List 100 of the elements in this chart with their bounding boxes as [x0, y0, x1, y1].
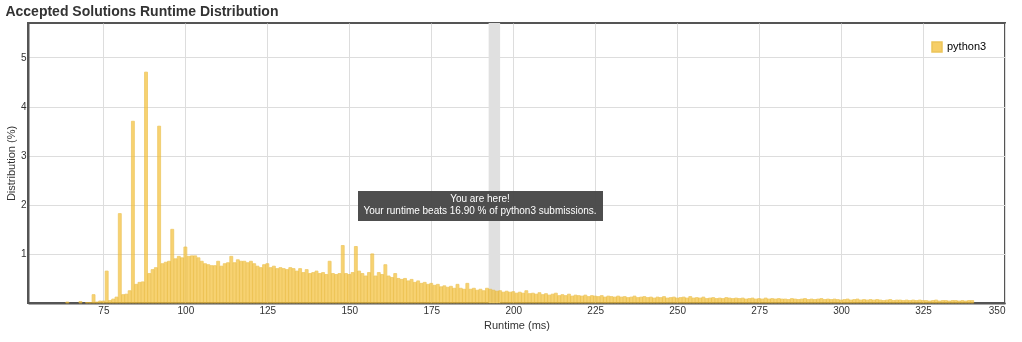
bar — [858, 299, 863, 304]
bar — [967, 300, 971, 304]
bar — [111, 298, 116, 304]
bar — [829, 299, 834, 304]
bar — [117, 213, 122, 304]
bar — [465, 282, 470, 304]
bar — [570, 295, 575, 304]
bar — [901, 300, 906, 304]
bar — [599, 295, 604, 304]
bar — [727, 297, 732, 304]
bar — [547, 294, 552, 304]
bar — [740, 297, 745, 304]
bar — [868, 299, 873, 304]
annotation: You are here! Your runtime beats 16.90 % of python3 submissions. — [363, 193, 597, 216]
bar — [268, 267, 273, 304]
bar — [104, 270, 109, 304]
x-tick-label: 75 — [98, 304, 110, 316]
bar — [652, 297, 657, 304]
bar — [953, 300, 958, 304]
bar — [783, 298, 788, 304]
bar — [622, 296, 627, 304]
bar — [586, 296, 591, 304]
x-tick-label: 300 — [833, 304, 851, 316]
x-tick-label: 275 — [751, 304, 769, 316]
bar — [642, 296, 647, 304]
x-tick-label: 175 — [423, 304, 441, 316]
y-tick-label: 4 — [20, 101, 27, 113]
y-axis-title: Distribution (%) — [4, 125, 17, 202]
bar — [717, 297, 722, 304]
bar — [878, 299, 883, 304]
y-tick-label: 2 — [20, 199, 27, 211]
bar — [796, 299, 801, 304]
bar — [609, 296, 614, 304]
bar — [914, 300, 919, 304]
bar — [763, 297, 768, 304]
bar — [629, 296, 634, 304]
bar — [157, 125, 162, 304]
bar — [635, 297, 640, 304]
bar — [593, 295, 598, 304]
bar — [681, 296, 686, 304]
bar — [822, 299, 827, 304]
bar — [724, 297, 729, 304]
bar — [753, 298, 758, 304]
bar — [904, 299, 909, 304]
bar — [340, 245, 345, 304]
bar — [714, 298, 719, 304]
bar — [327, 260, 332, 304]
bar — [855, 298, 860, 304]
x-tick-label: 350 — [988, 304, 1006, 316]
bar — [560, 294, 565, 304]
bar — [839, 299, 843, 304]
bar — [688, 296, 693, 304]
x-tick-label: 325 — [915, 304, 933, 316]
bar — [606, 295, 611, 304]
bar — [694, 297, 699, 304]
bar — [675, 297, 680, 304]
bar — [711, 297, 716, 304]
bar — [150, 269, 155, 304]
bar — [757, 298, 761, 304]
bar — [875, 299, 880, 304]
bar — [668, 297, 673, 304]
bar — [891, 300, 896, 304]
legend-label: python3 — [947, 40, 987, 52]
bar — [678, 297, 683, 304]
bar — [865, 299, 870, 304]
x-axis-title: Runtime (ms) — [483, 318, 551, 331]
bar — [835, 299, 840, 304]
bar — [645, 297, 650, 304]
bar — [573, 294, 578, 304]
bar — [871, 299, 876, 304]
bar — [737, 298, 742, 304]
bar — [881, 300, 886, 304]
bar — [131, 120, 135, 304]
bar — [596, 296, 601, 304]
bar — [583, 294, 588, 304]
bar — [760, 298, 765, 304]
bar — [812, 299, 817, 304]
bar — [845, 298, 850, 304]
chart-title: Accepted Solutions Runtime Distribution — [5, 3, 279, 19]
bar — [701, 296, 706, 304]
bar — [183, 246, 188, 304]
bar — [786, 299, 791, 304]
bar — [750, 297, 755, 304]
bar — [665, 297, 670, 304]
bar — [91, 294, 96, 304]
y-tick-label: 1 — [20, 248, 27, 260]
x-tick-label: 150 — [341, 304, 359, 316]
bar — [776, 298, 781, 304]
bar — [511, 291, 516, 304]
bar — [616, 295, 621, 304]
bar — [894, 299, 899, 304]
bar — [524, 290, 529, 304]
bar — [819, 298, 824, 304]
x-tick-label: 225 — [587, 304, 605, 316]
bar — [671, 296, 676, 304]
bar — [773, 298, 778, 304]
bar — [383, 264, 388, 304]
bar — [691, 297, 696, 304]
bar — [888, 299, 893, 304]
bar — [553, 292, 558, 304]
